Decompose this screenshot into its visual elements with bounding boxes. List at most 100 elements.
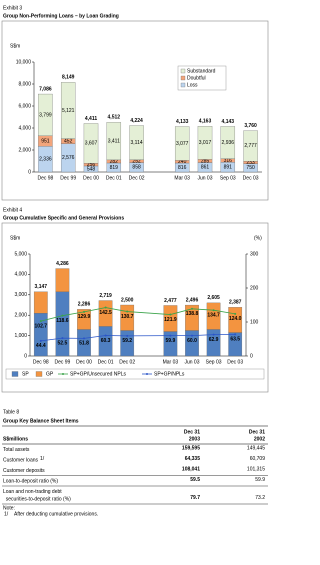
row-label: Customer deposits bbox=[3, 468, 45, 474]
value-label: 130.7 bbox=[121, 314, 134, 320]
column-header: 2002 bbox=[254, 436, 265, 442]
bar-segment bbox=[77, 309, 91, 330]
legend-swatch bbox=[180, 82, 186, 88]
legend-frame bbox=[177, 65, 227, 91]
value-label: 750 bbox=[246, 165, 255, 171]
x-tick-label: Dec 00 bbox=[76, 359, 92, 365]
line-marker bbox=[83, 310, 85, 313]
legend-label: SP+GP/NPLs bbox=[154, 371, 185, 377]
value-label: 59.2 bbox=[122, 338, 132, 344]
value-label: 2,576 bbox=[62, 155, 75, 161]
value-label: 60.0 bbox=[187, 338, 197, 344]
legend-label: Loss bbox=[187, 82, 198, 88]
page: Exhibit 3 Group Non-Performing Loans – by… bbox=[1, 5, 269, 517]
legend-swatch bbox=[11, 371, 19, 377]
x-tick-label: Dec 99 bbox=[54, 359, 70, 365]
total-label: 4,133 bbox=[176, 119, 189, 125]
total-label: 8,149 bbox=[62, 75, 75, 81]
x-tick-label: Jun 03 bbox=[197, 175, 212, 181]
value-label: 858 bbox=[132, 165, 141, 171]
cell: 101,315 bbox=[247, 466, 265, 472]
total-label: 2,500 bbox=[121, 297, 134, 303]
value-label: 51.8 bbox=[79, 341, 89, 347]
line-marker bbox=[39, 339, 42, 342]
x-tick-label: Mar 03 bbox=[163, 359, 179, 365]
value-label: 2,336 bbox=[39, 156, 52, 162]
line-marker bbox=[104, 306, 107, 309]
legend-swatch bbox=[180, 68, 186, 74]
value-label: 5,121 bbox=[62, 108, 75, 114]
note-title: Note: bbox=[3, 505, 15, 511]
total-label: 2,719 bbox=[99, 293, 112, 299]
chart-title: Group Non-Performing Loans – by Loan Gra… bbox=[3, 13, 119, 19]
row-label: Customer loans bbox=[3, 457, 39, 463]
bar-segment bbox=[163, 305, 178, 332]
y-tick-label: 2,000 bbox=[18, 147, 31, 153]
x-tick-label: Dec 01 bbox=[98, 359, 114, 365]
value-label: 124.0 bbox=[229, 316, 242, 322]
value-label: 861 bbox=[201, 165, 210, 171]
value-label: 3,607 bbox=[85, 141, 98, 147]
cell: 108,041 bbox=[182, 466, 200, 472]
legend-label: SP+GP/Unsecured NPLs bbox=[70, 371, 126, 377]
total-label: 7,086 bbox=[39, 86, 52, 92]
value-label: 3,411 bbox=[108, 138, 120, 144]
bar-segment bbox=[220, 126, 236, 159]
value-label: 816 bbox=[178, 165, 187, 171]
x-tick-label: Dec 03 bbox=[227, 359, 243, 365]
bar-segment bbox=[197, 126, 213, 160]
chart-frame bbox=[1, 20, 269, 201]
row-label: Loan and non-trading debt bbox=[3, 489, 62, 495]
y2-tick-label: 100 bbox=[250, 319, 259, 325]
cell: 64,335 bbox=[185, 456, 201, 462]
value-label: 3,017 bbox=[199, 140, 212, 146]
chart-title: Group Cumulative Specific and General Pr… bbox=[3, 215, 124, 221]
y2-tick-label: 300 bbox=[250, 251, 259, 257]
value-label: 63.5 bbox=[230, 337, 240, 343]
total-label: 2,496 bbox=[186, 297, 199, 303]
line-marker bbox=[126, 334, 129, 337]
cell: 73.2 bbox=[255, 495, 265, 501]
y2-axis-label: (%) bbox=[254, 235, 262, 241]
value-label: 452 bbox=[64, 139, 73, 145]
exhibit-label: Exhibit 4 bbox=[3, 207, 22, 213]
bar-segment bbox=[60, 82, 76, 139]
value-label: 3,114 bbox=[131, 140, 143, 146]
line bbox=[40, 334, 236, 342]
legend-frame bbox=[5, 368, 265, 380]
table-label: Table 8 bbox=[3, 409, 19, 415]
total-label: 4,512 bbox=[108, 115, 121, 121]
line-marker bbox=[126, 310, 129, 313]
legend-marker bbox=[146, 373, 148, 375]
legend-label: Doubtful bbox=[187, 75, 206, 81]
bar-segment bbox=[55, 268, 70, 292]
total-label: 2,387 bbox=[229, 300, 242, 306]
legend-swatch bbox=[180, 75, 186, 81]
x-tick-label: Sep 03 bbox=[206, 359, 222, 365]
value-label: 548 bbox=[87, 166, 96, 172]
y2-tick-label: 200 bbox=[250, 285, 259, 291]
value-label: 819 bbox=[110, 165, 119, 171]
value-label: 3,799 bbox=[39, 112, 52, 118]
value-label: 59.9 bbox=[166, 338, 176, 344]
value-label: 285 bbox=[201, 158, 210, 164]
bar-segment bbox=[243, 130, 258, 162]
y-tick-label: 6,000 bbox=[18, 103, 31, 109]
total-label: 3,760 bbox=[244, 123, 257, 129]
line-marker bbox=[39, 320, 42, 323]
total-label: 4,163 bbox=[199, 119, 212, 125]
value-label: 2,777 bbox=[244, 143, 257, 149]
line-marker bbox=[104, 334, 107, 337]
bar-segment bbox=[33, 291, 48, 314]
value-label: 102.7 bbox=[35, 323, 48, 329]
value-label: 252 bbox=[132, 159, 141, 165]
legend-label: GP bbox=[46, 371, 54, 377]
bar-segment bbox=[185, 304, 199, 331]
y-tick-label: 0 bbox=[28, 169, 31, 175]
total-label: 4,411 bbox=[85, 116, 97, 122]
total-label: 3,147 bbox=[35, 284, 48, 290]
total-label: 4,224 bbox=[130, 118, 143, 124]
bar-segment bbox=[120, 304, 135, 331]
value-label: 3,077 bbox=[176, 141, 189, 147]
value-label: 240 bbox=[178, 159, 187, 165]
